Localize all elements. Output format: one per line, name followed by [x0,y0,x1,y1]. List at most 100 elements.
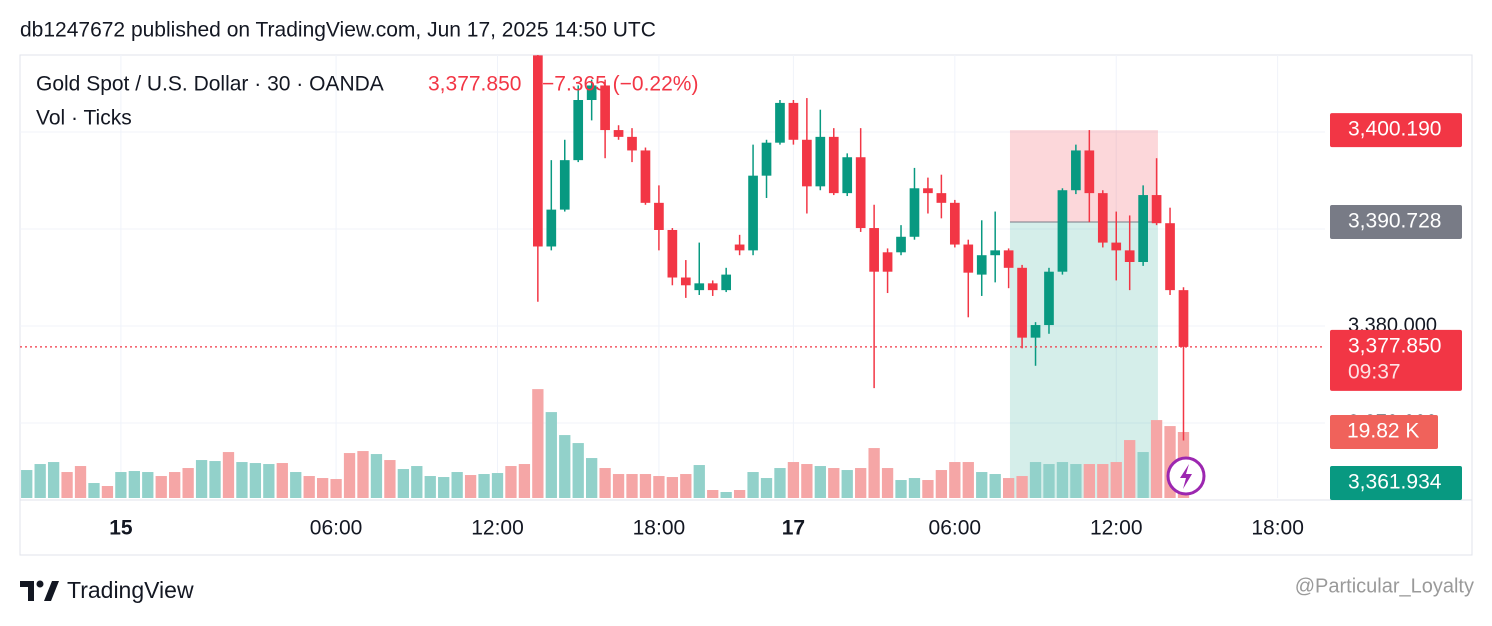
candle-body [1124,250,1135,262]
candle-body [775,102,785,143]
volume-bar [236,462,248,498]
volume-bar [1097,464,1109,498]
candle-body [936,193,947,203]
volume-bar [303,476,315,498]
candle-body [1003,250,1014,268]
candle-body [680,277,691,286]
volume-bar [1164,426,1176,498]
last-price: 3,377.850 [428,73,521,96]
volume-bar [451,472,463,498]
volume-bar [653,476,665,498]
candle-body [600,85,610,131]
volume-bar [209,461,221,498]
stop-zone [1009,221,1158,498]
candle-body [559,160,570,210]
volume-bar [1043,464,1055,498]
volume-bar [935,470,948,498]
volume-box [1330,414,1438,449]
candle-body [1071,150,1081,191]
volume-bar [411,466,423,498]
stop-box [1330,466,1462,500]
volume-bar [21,470,33,498]
volume-bar [680,474,692,498]
volume-bar [155,476,167,498]
target-box-label: 3,400.190 [1348,118,1441,141]
volume-bar [1124,440,1136,498]
volume-bar [586,458,598,498]
volume-bar [316,478,329,498]
volume-bar [868,448,880,498]
candle-body [1030,325,1041,338]
volume-bar [760,478,773,498]
candle-body [788,102,799,140]
watermark: @Particular_Loyalty [1295,575,1474,597]
candle-body [748,175,758,251]
price-change: −7.365 (−0.22%) [542,73,698,96]
candle-body [1178,290,1189,347]
time-tick-label: 18:00 [633,517,686,540]
volume-bar [693,465,705,498]
volume-bar [142,472,154,498]
last-price-box [1330,329,1462,391]
candle-body [909,188,920,237]
time-tick-label: 12:00 [471,517,524,540]
candle-body [828,136,839,194]
volume-bar [1083,464,1095,498]
volume-bar [881,468,894,498]
time-tick-label: 15 [109,517,133,540]
volume-bar [1029,462,1042,498]
volume-bar [195,460,208,498]
volume-bar [343,453,356,498]
volume-bar [814,466,826,498]
candle-body [1044,271,1054,326]
candle-body [896,236,906,253]
volume-bar [74,466,87,498]
candle-body [976,255,987,275]
candle-body [654,202,664,230]
candle-body [842,157,853,194]
candle-body [533,55,543,247]
countdown: 09:37 [1348,360,1401,383]
volume-bar [612,474,625,498]
time-tick-label: 12:00 [1090,517,1143,540]
volume-bar [357,451,369,498]
volume-bar [639,474,652,498]
volume-bar [518,464,531,498]
candle-body [640,150,651,203]
volume-bar [747,472,759,498]
volume-bar [720,492,732,498]
volume-bar [370,454,383,498]
candle-body [1151,195,1162,224]
volume-bar [908,478,921,498]
symbol-title: Gold Spot / U.S. Dollar · 30 · OANDA [36,73,384,96]
volume-title: Vol · Ticks [36,107,132,130]
candle-body [694,283,705,291]
candle-body [1017,267,1027,338]
volume-bar [1016,476,1028,498]
volume-bar [572,443,584,498]
volume-bar [263,464,275,498]
volume-bar [841,470,853,498]
brand: TradingView [67,577,194,603]
volume-bar [276,463,288,498]
candle-body [1097,193,1108,243]
volume-bar [989,474,1001,498]
volume-bar [559,435,571,498]
candle-body [882,252,893,272]
alert-icon-bolt [1180,464,1192,489]
volume-bar [464,475,477,498]
chart-frame [19,54,1473,556]
volume-bar [478,474,490,498]
volume-bar [1137,452,1149,498]
volume-bar [1110,462,1122,498]
target-box [1330,113,1462,148]
volume-bar [532,389,544,498]
candle-body [1165,223,1175,291]
candle-body [573,100,584,161]
volume-bar [949,462,961,498]
volume-bar [787,462,800,498]
candle-body [815,136,826,187]
volume-bar [828,468,840,498]
